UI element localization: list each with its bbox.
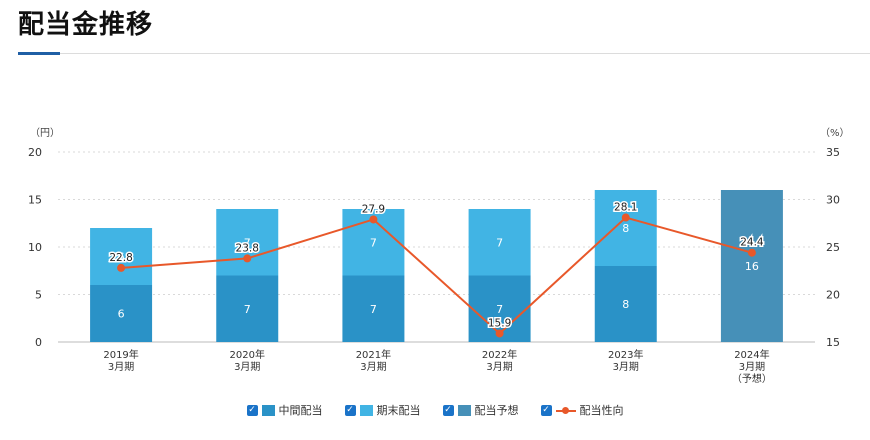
bar-interim (594, 266, 657, 342)
color-swatch-icon (359, 404, 373, 416)
title-divider (18, 53, 870, 54)
data-label-payout-ratio: 23.8 (236, 242, 259, 254)
data-label-payout-ratio: 15.9 (488, 317, 511, 329)
legend-item-year-end[interactable]: ✓ 期末配当 (344, 402, 421, 418)
data-label-payout-ratio: 22.8 (109, 252, 132, 264)
line-marker-icon (555, 405, 576, 416)
data-label-year-end: 6 (118, 251, 125, 264)
data-label-payout-ratio: 24.4 (740, 237, 764, 249)
y-left-tick-label: 20 (28, 146, 42, 159)
title-accent-bar (18, 52, 60, 55)
x-tick-label: 3月期 (486, 361, 512, 373)
bar-forecast (720, 190, 783, 342)
y-right-tick-label: 25 (826, 241, 840, 254)
bar-interim (90, 285, 153, 342)
y-left-tick-label: 15 (28, 194, 42, 207)
bar-interim (216, 275, 279, 342)
x-tick-label: 3月期 (613, 361, 639, 373)
x-tick-label: 2023年 (608, 348, 643, 361)
bar-year-end (468, 209, 531, 276)
color-swatch-icon (261, 404, 275, 416)
data-label-year-end: 7 (244, 236, 251, 249)
x-tick-label: （予想） (732, 372, 772, 385)
y-left-tick-label: 5 (35, 289, 42, 302)
page-title: 配当金推移 (18, 10, 154, 40)
x-tick-label: 3月期 (739, 361, 765, 373)
y-left-unit: （円） (30, 127, 60, 139)
data-label-interim: 7 (370, 303, 377, 316)
data-label-year-end: 7 (370, 236, 377, 249)
data-label-interim: 7 (496, 303, 503, 316)
data-label-interim: 6 (118, 308, 125, 321)
data-label-payout-ratio: 28.1 (614, 202, 637, 214)
bar-year-end (90, 228, 153, 285)
checkbox-icon[interactable]: ✓ (442, 404, 454, 416)
legend-item-payout-line[interactable]: ✓ 配当性向 (540, 402, 624, 418)
checkbox-icon[interactable]: ✓ (246, 404, 258, 416)
legend-label: 期末配当 (376, 404, 421, 417)
data-label-interim: 8 (622, 298, 629, 311)
data-label-year-end: 8 (622, 222, 629, 235)
legend-label: 配当予想 (474, 404, 519, 417)
data-label-year-end: 7 (496, 236, 503, 249)
payout-ratio-point (495, 329, 504, 338)
payout-ratio-point (369, 215, 378, 224)
y-left-tick-label: 10 (28, 241, 42, 254)
chart-legend: ✓ 中間配当 ✓ 期末配当 ✓ 配当予想 ✓ 配当性向 (0, 402, 870, 418)
data-label-forecast: 16 (745, 260, 759, 273)
bar-year-end (216, 209, 279, 276)
payout-ratio-point (747, 248, 756, 257)
data-label-payout-ratio: 27.9 (362, 203, 385, 215)
x-tick-label: 2019年 (103, 348, 138, 361)
data-label-interim: 7 (244, 303, 251, 316)
y-right-tick-label: 35 (826, 146, 840, 159)
y-right-tick-label: 15 (826, 336, 840, 349)
y-right-tick-label: 30 (826, 194, 840, 207)
y-left-tick-label: 0 (35, 336, 42, 349)
y-right-unit: （%） (820, 127, 850, 139)
checkbox-icon[interactable]: ✓ (540, 404, 552, 416)
x-tick-label: 2021年 (356, 348, 391, 361)
x-tick-label: 2022年 (482, 348, 517, 361)
y-right-tick-label: 20 (826, 289, 840, 302)
color-swatch-icon (457, 404, 471, 416)
legend-label: 配当性向 (579, 404, 624, 417)
checkbox-icon[interactable]: ✓ (344, 404, 356, 416)
x-tick-label: 3月期 (234, 361, 260, 373)
legend-item-forecast[interactable]: ✓ 配当予想 (442, 402, 519, 418)
payout-ratio-point (621, 213, 630, 222)
x-tick-label: 2020年 (230, 348, 265, 361)
x-tick-label: 2024年 (734, 348, 769, 361)
payout-ratio-point (117, 263, 126, 272)
x-tick-label: 3月期 (108, 361, 134, 373)
payout-ratio-point (243, 254, 252, 263)
legend-label: 中間配当 (278, 404, 323, 417)
bar-interim (342, 275, 405, 342)
x-tick-label: 3月期 (360, 361, 386, 373)
bar-year-end (594, 190, 657, 266)
payout-ratio-line (121, 216, 753, 335)
legend-item-interim[interactable]: ✓ 中間配当 (246, 402, 323, 418)
